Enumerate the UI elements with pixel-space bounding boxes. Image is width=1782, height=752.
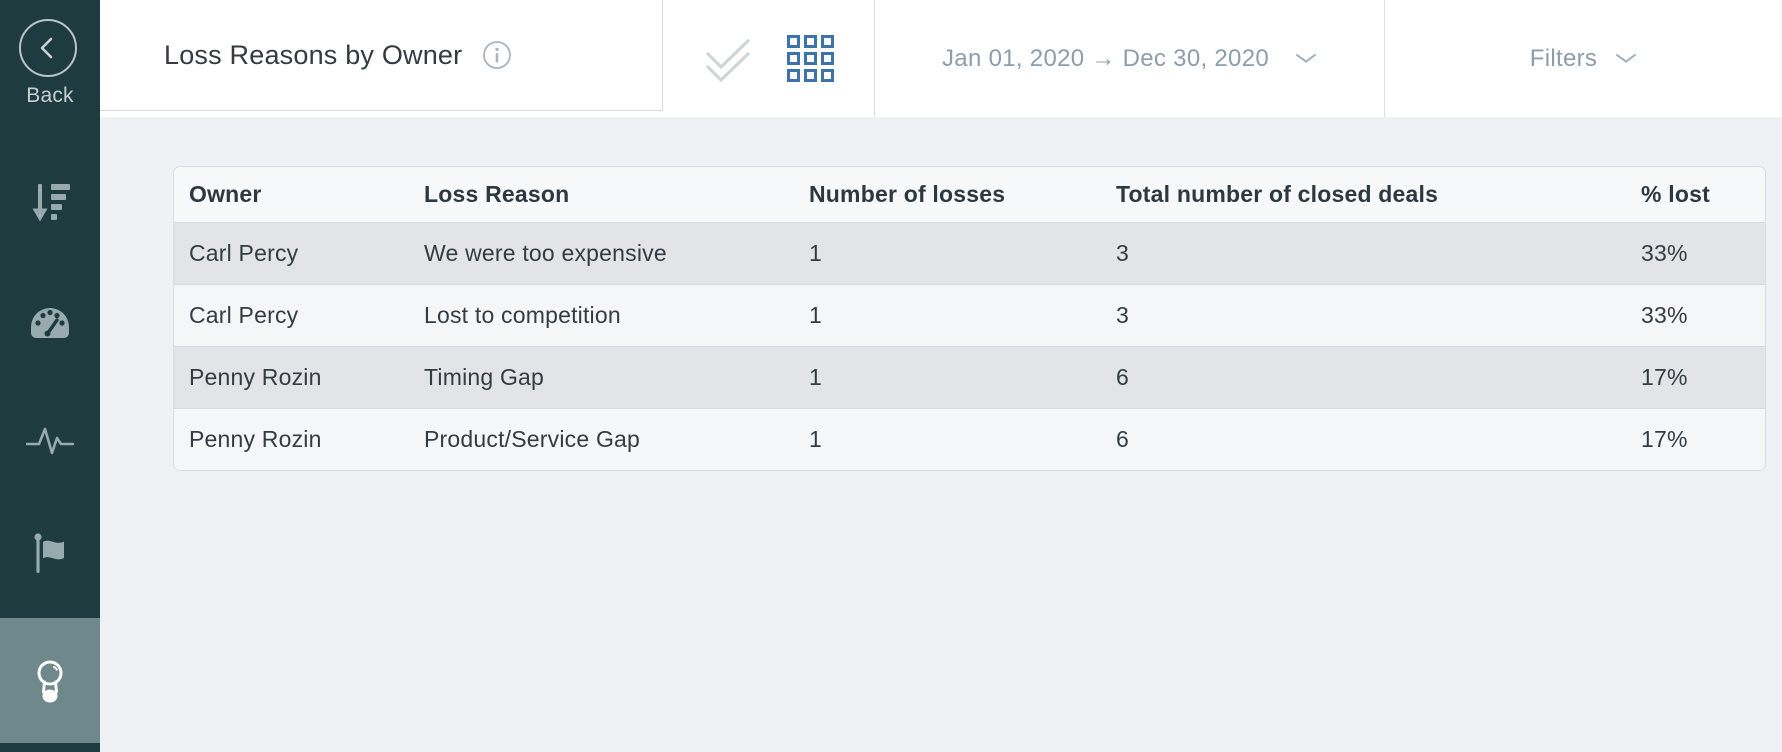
col-header-closed-deals: Total number of closed deals	[1116, 167, 1641, 223]
cell-owner: Carl Percy	[189, 302, 299, 328]
back-label: Back	[26, 84, 74, 107]
gauge-icon	[27, 302, 73, 342]
table-row: Penny Rozin Timing Gap 1 6 17%	[174, 346, 1765, 409]
page-title: Loss Reasons by Owner	[164, 39, 463, 70]
loss-reasons-table: Owner Loss Reason Number of losses Total…	[173, 166, 1766, 471]
cell-closed-deals: 6	[1116, 364, 1129, 390]
lightbulb-icon	[30, 656, 70, 706]
view-toggle-group	[663, 0, 875, 117]
info-icon[interactable]	[482, 40, 512, 70]
cell-closed-deals: 3	[1116, 240, 1129, 266]
back-button[interactable]	[19, 19, 77, 77]
sidebar-item-sort[interactable]	[0, 159, 100, 247]
sidebar-item-dashboard[interactable]	[0, 278, 100, 366]
col-header-num-losses: Number of losses	[809, 167, 1116, 223]
report-title-section: Loss Reasons by Owner	[100, 0, 663, 111]
pulse-icon	[26, 421, 74, 459]
table-row: Penny Rozin Product/Service Gap 1 6 17%	[174, 408, 1765, 470]
cell-loss-reason: Lost to competition	[424, 302, 621, 328]
chevron-left-icon	[36, 34, 60, 62]
cell-num-losses: 1	[809, 426, 822, 452]
cell-closed-deals: 3	[1116, 302, 1129, 328]
cell-loss-reason: Timing Gap	[424, 364, 545, 390]
chevron-down-icon	[1295, 53, 1317, 64]
cell-pct-lost: 17%	[1641, 426, 1688, 452]
cell-num-losses: 1	[809, 240, 822, 266]
table-row: Carl Percy We were too expensive 1 3 33%	[174, 222, 1765, 285]
grid-table-icon[interactable]	[787, 35, 834, 82]
cell-loss-reason: We were too expensive	[424, 240, 667, 266]
cell-pct-lost: 33%	[1641, 302, 1688, 328]
col-header-owner: Owner	[174, 167, 424, 223]
date-range-selector[interactable]: Jan 01, 2020 → Dec 30, 2020	[875, 0, 1385, 117]
cell-owner: Penny Rozin	[189, 426, 322, 452]
cell-owner: Penny Rozin	[189, 364, 322, 390]
cell-num-losses: 1	[809, 302, 822, 328]
table-header-row: Owner Loss Reason Number of losses Total…	[174, 167, 1765, 223]
table-row: Carl Percy Lost to competition 1 3 33%	[174, 284, 1765, 347]
sidebar: Back	[0, 0, 100, 752]
sidebar-item-activity[interactable]	[0, 396, 100, 484]
report-header: Loss Reasons by Owner Jan 01, 2020 → Dec…	[100, 0, 1782, 117]
flag-icon	[30, 530, 70, 576]
filters-dropdown[interactable]: Filters	[1385, 0, 1782, 117]
chevron-down-icon	[1615, 53, 1637, 64]
sidebar-item-flag[interactable]	[0, 509, 100, 597]
col-header-pct-lost: % lost	[1641, 167, 1765, 223]
line-chart-icon[interactable]	[703, 36, 753, 82]
cell-owner: Carl Percy	[189, 240, 299, 266]
filters-label: Filters	[1529, 44, 1598, 72]
col-header-loss-reason: Loss Reason	[424, 167, 809, 223]
cell-closed-deals: 6	[1116, 426, 1129, 452]
cell-loss-reason: Product/Service Gap	[424, 426, 641, 452]
cell-pct-lost: 17%	[1641, 364, 1688, 390]
sidebar-item-insights[interactable]	[0, 618, 100, 743]
cell-num-losses: 1	[809, 364, 822, 390]
date-range-label: Jan 01, 2020 → Dec 30, 2020	[942, 44, 1269, 72]
sort-descending-icon	[29, 181, 71, 225]
cell-pct-lost: 33%	[1641, 240, 1688, 266]
